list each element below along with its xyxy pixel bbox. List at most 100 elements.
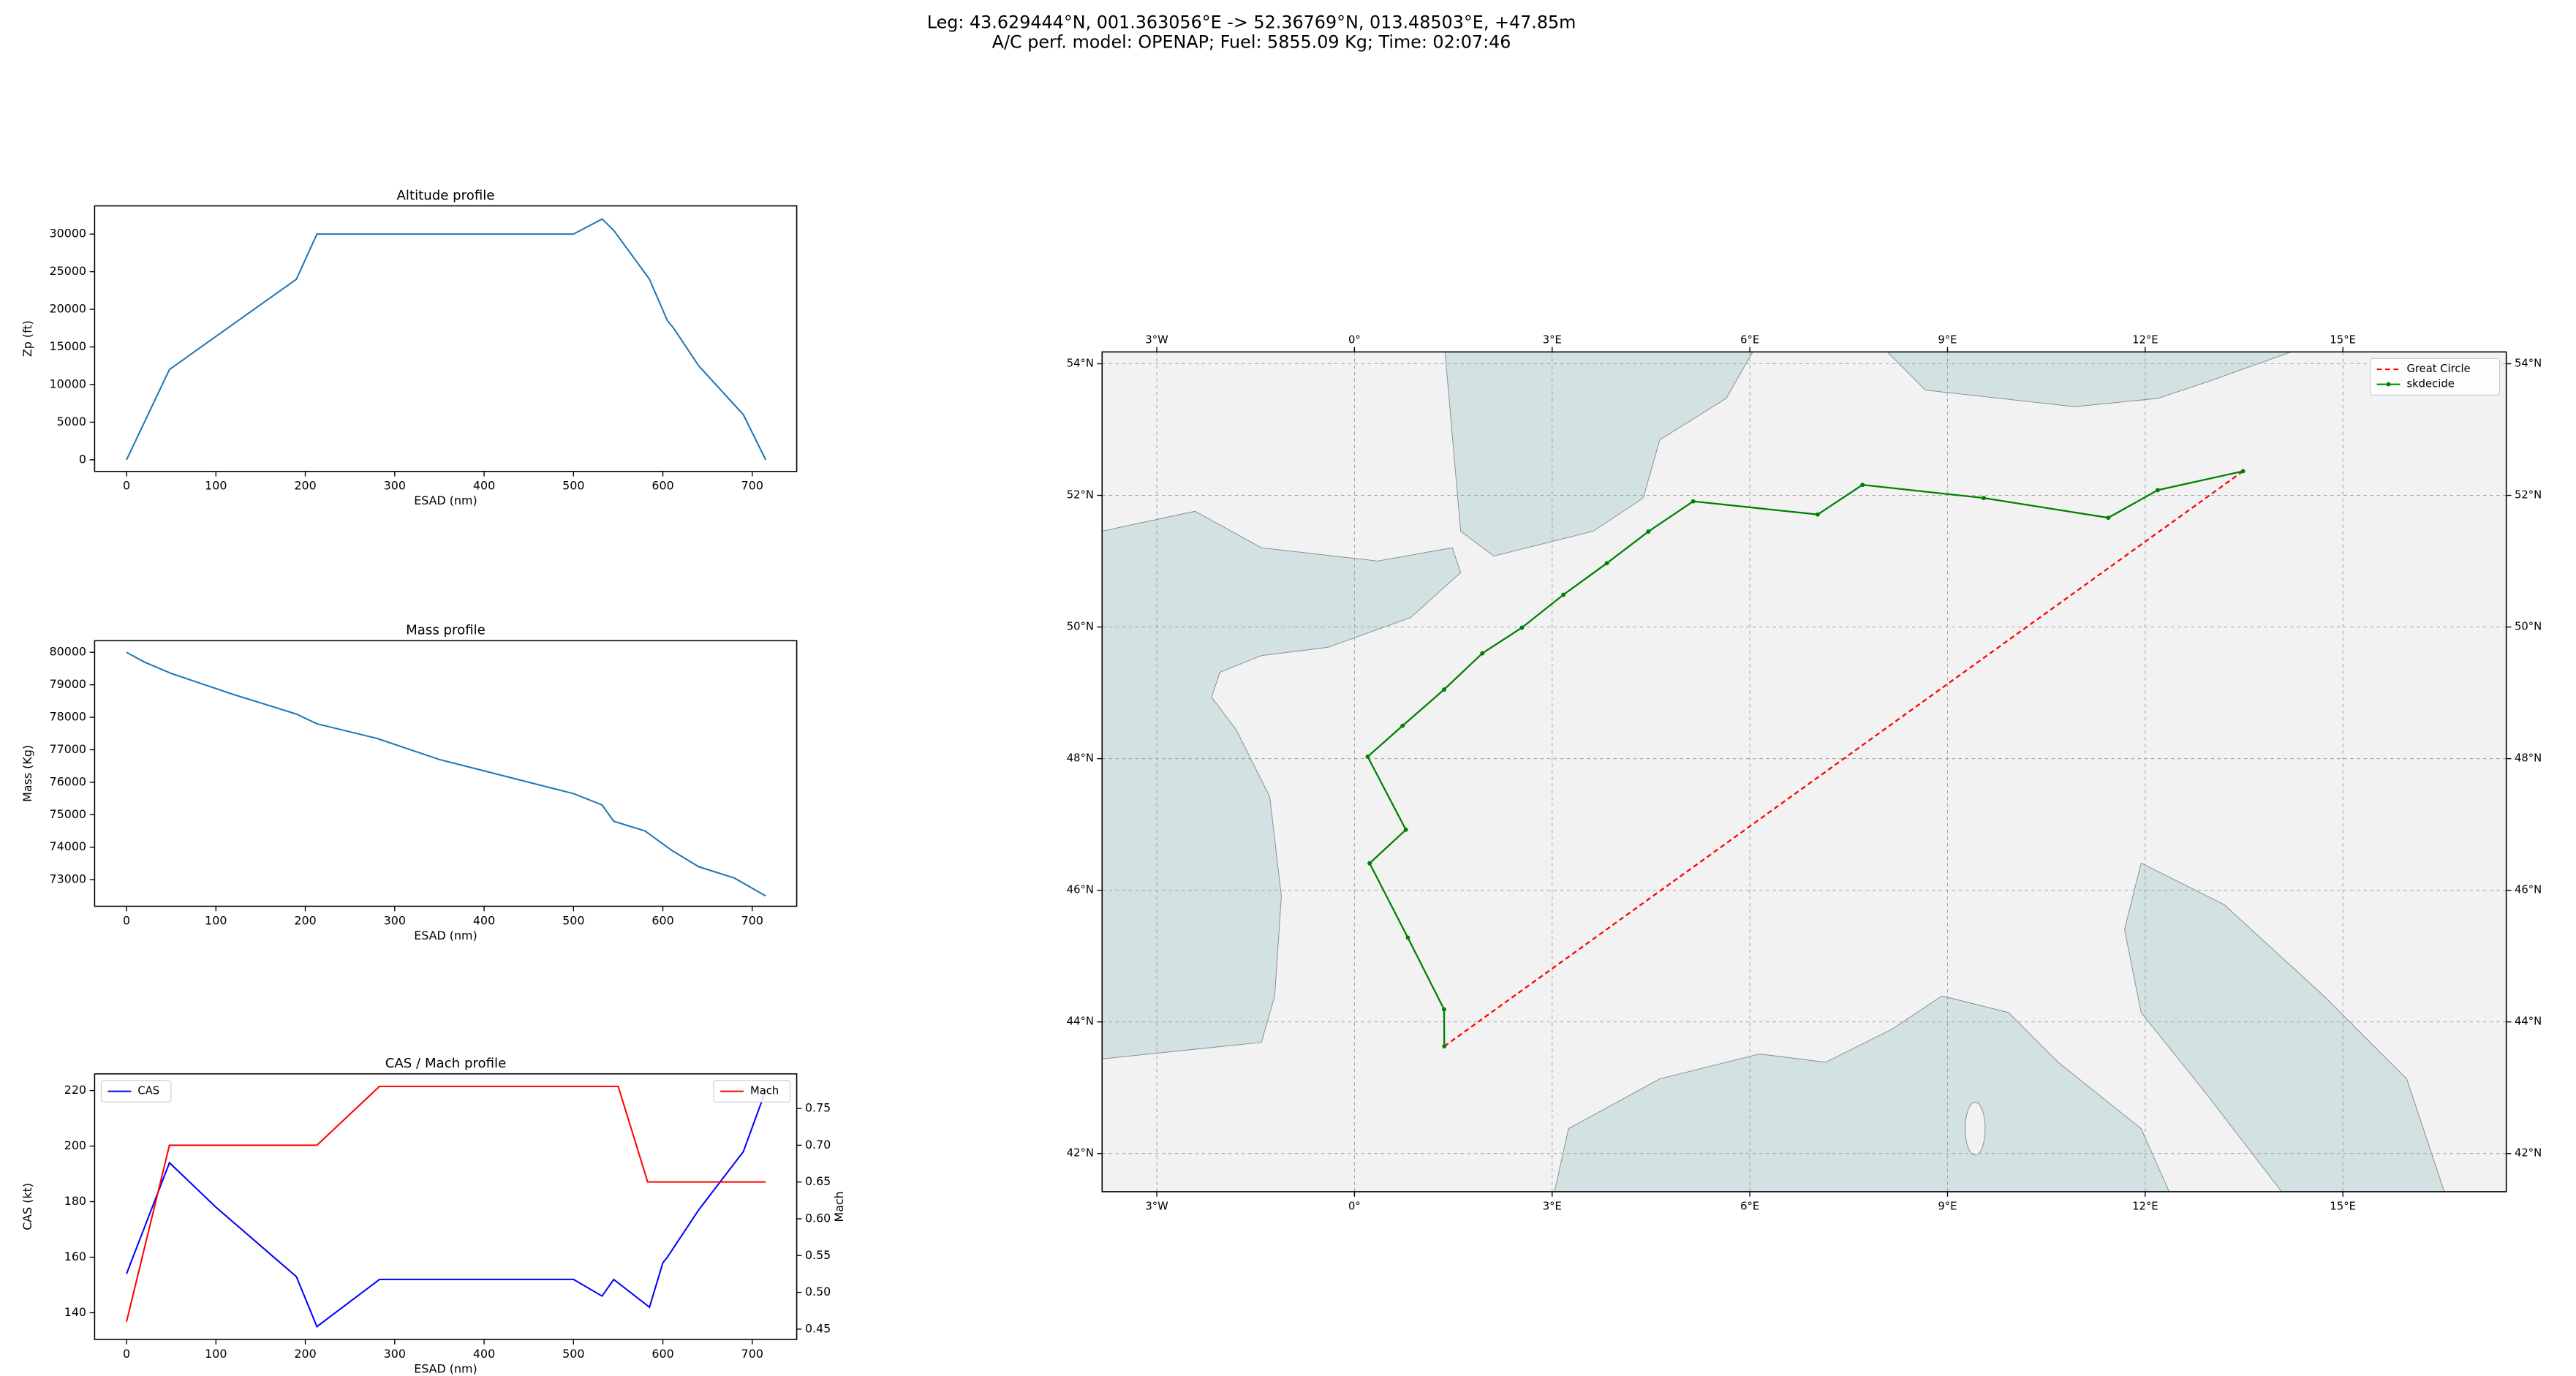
y-tick-label: 20000 bbox=[50, 302, 87, 316]
x-tick-label: 12°E bbox=[2132, 1200, 2158, 1212]
series-line bbox=[1367, 470, 2243, 1047]
route-point bbox=[1860, 483, 1865, 488]
route-point bbox=[1405, 935, 1410, 940]
series-line bbox=[126, 1085, 766, 1323]
y-tick-label: 75000 bbox=[50, 807, 87, 821]
y2-tick-label: 0.65 bbox=[805, 1174, 831, 1188]
y-tick-label: 54°N bbox=[2515, 358, 2542, 370]
mediterranean bbox=[1554, 995, 2170, 1192]
x-tick-label: 100 bbox=[205, 479, 227, 493]
series-line bbox=[126, 1090, 767, 1328]
route-point bbox=[2155, 488, 2160, 493]
x-tick-label: 3°W bbox=[1145, 333, 1168, 346]
y-axis-label: Zp (ft) bbox=[20, 320, 34, 357]
axes-frame bbox=[94, 640, 798, 907]
x-tick-label: 3°W bbox=[1145, 1200, 1168, 1212]
x-tick-label: 3°E bbox=[1543, 1200, 1562, 1212]
x-tick-label: 400 bbox=[473, 1347, 495, 1361]
suptitle: A/C perf. model: OPENAP; Fuel: 5855.09 K… bbox=[992, 32, 1511, 53]
x-tick-label: 100 bbox=[205, 913, 227, 927]
y-tick-label: 42°N bbox=[2515, 1147, 2542, 1160]
x-tick-label: 500 bbox=[562, 913, 584, 927]
chart-title: CAS / Mach profile bbox=[385, 1056, 507, 1071]
y-tick-label: 74000 bbox=[50, 839, 87, 853]
x-tick-label: 400 bbox=[473, 479, 495, 493]
route-point bbox=[1442, 1007, 1446, 1012]
y-tick-label: 46°N bbox=[1067, 884, 1094, 896]
y2-tick-label: 0.55 bbox=[805, 1248, 831, 1262]
y-tick-label: 15000 bbox=[50, 339, 87, 353]
y-tick-label: 73000 bbox=[50, 872, 87, 886]
y-tick-label: 52°N bbox=[2515, 489, 2542, 502]
x-tick-label: 700 bbox=[741, 479, 763, 493]
route-point bbox=[1400, 723, 1405, 728]
series-line bbox=[126, 651, 766, 897]
y2-tick-label: 0.50 bbox=[805, 1285, 831, 1298]
north-sea bbox=[1444, 352, 1753, 557]
x-tick-label: 0 bbox=[123, 1347, 130, 1361]
x-axis-label: ESAD (nm) bbox=[414, 1361, 477, 1375]
axes-frame bbox=[1101, 351, 2507, 1192]
y2-tick-label: 0.70 bbox=[805, 1138, 831, 1152]
x-tick-label: 15°E bbox=[2330, 1200, 2355, 1212]
baltic bbox=[1886, 352, 2292, 407]
legend-marker bbox=[2386, 382, 2391, 387]
y-tick-label: 25000 bbox=[50, 264, 87, 278]
atlantic bbox=[1102, 510, 1462, 1059]
y-tick-label: 44°N bbox=[1067, 1016, 1094, 1028]
route-point bbox=[1646, 529, 1651, 534]
chart-title: Altitude profile bbox=[397, 188, 495, 203]
route-point bbox=[1982, 496, 1986, 501]
y-tick-label: 140 bbox=[64, 1305, 86, 1319]
route-point bbox=[1519, 625, 1525, 630]
adriatic bbox=[2124, 862, 2445, 1192]
x-tick-label: 300 bbox=[384, 1347, 406, 1361]
series-line bbox=[126, 218, 767, 461]
y-tick-label: 160 bbox=[64, 1250, 86, 1263]
route-point bbox=[1480, 651, 1485, 656]
y-tick-label: 77000 bbox=[50, 742, 87, 756]
x-tick-label: 700 bbox=[741, 913, 763, 927]
x-tick-label: 700 bbox=[741, 1347, 763, 1361]
axes-frame bbox=[94, 1073, 798, 1340]
x-tick-label: 200 bbox=[294, 1347, 316, 1361]
series-line bbox=[1443, 470, 2244, 1047]
y-tick-label: 44°N bbox=[2515, 1016, 2542, 1028]
y-tick-label: 30000 bbox=[50, 227, 87, 241]
x-axis-label: ESAD (nm) bbox=[414, 929, 477, 942]
y-tick-label: 48°N bbox=[2515, 752, 2542, 765]
y-axis-label: CAS (kt) bbox=[20, 1183, 34, 1231]
x-tick-label: 600 bbox=[651, 913, 673, 927]
x-tick-label: 100 bbox=[205, 1347, 227, 1361]
x-tick-label: 200 bbox=[294, 913, 316, 927]
legend-label: Mach bbox=[750, 1085, 779, 1097]
island bbox=[1965, 1101, 1986, 1156]
x-tick-label: 300 bbox=[384, 479, 406, 493]
y-tick-label: 52°N bbox=[1067, 489, 1094, 502]
x-tick-label: 600 bbox=[651, 479, 673, 493]
y-tick-label: 10000 bbox=[50, 377, 87, 390]
x-tick-label: 500 bbox=[562, 1347, 584, 1361]
route-point bbox=[1365, 754, 1370, 759]
y-tick-label: 42°N bbox=[1067, 1147, 1094, 1160]
legend-label: CAS bbox=[137, 1085, 159, 1097]
y-axis-label: Mass (Kg) bbox=[20, 745, 34, 802]
x-tick-label: 600 bbox=[651, 1347, 673, 1361]
x-tick-label: 0° bbox=[1348, 333, 1361, 346]
y-tick-label: 48°N bbox=[1067, 752, 1094, 765]
route-point bbox=[1561, 592, 1566, 597]
route-point bbox=[1367, 861, 1372, 866]
x-tick-label: 3°E bbox=[1543, 333, 1562, 346]
legend-label: skdecide bbox=[2406, 378, 2454, 390]
x-tick-label: 0° bbox=[1348, 1200, 1361, 1212]
legend-label: Great Circle bbox=[2406, 363, 2470, 375]
x-tick-label: 300 bbox=[384, 913, 406, 927]
x-tick-label: 9°E bbox=[1938, 333, 1957, 346]
legend-box bbox=[2369, 358, 2501, 396]
y2-tick-label: 0.75 bbox=[805, 1101, 831, 1115]
y2-tick-label: 0.45 bbox=[805, 1321, 831, 1335]
axes-frame bbox=[94, 205, 798, 472]
legend-box bbox=[713, 1080, 791, 1103]
x-tick-label: 0 bbox=[123, 479, 130, 493]
